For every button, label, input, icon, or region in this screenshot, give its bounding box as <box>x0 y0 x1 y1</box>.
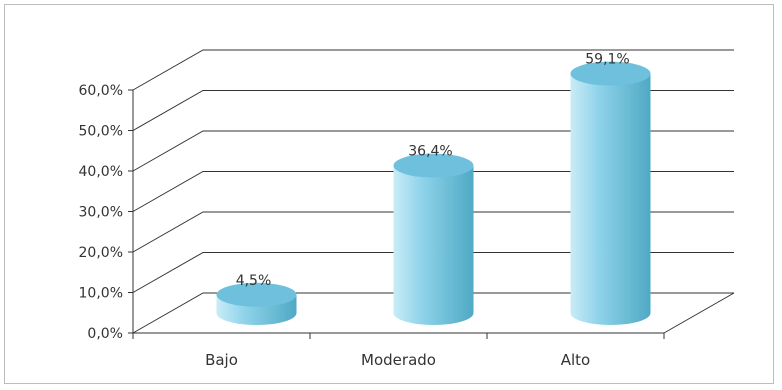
gridline <box>132 49 734 91</box>
bar-alto <box>570 61 651 326</box>
gridline <box>132 211 734 253</box>
floor-right-edge <box>663 292 735 334</box>
y-tick-label: 60,0% <box>79 83 123 99</box>
gridline <box>132 171 734 212</box>
data-label: 36,4% <box>408 144 452 160</box>
bar-body <box>393 165 474 325</box>
data-label: 59,1% <box>585 52 629 68</box>
bar-top <box>216 282 297 307</box>
bars <box>216 61 651 326</box>
category-label: Alto <box>561 351 591 369</box>
gridline <box>132 130 734 172</box>
y-tick-label: 20,0% <box>79 245 123 261</box>
category-label: Bajo <box>205 351 238 369</box>
bar-moderado <box>393 153 474 325</box>
gridline <box>132 252 734 293</box>
gridline <box>132 90 734 131</box>
gridline <box>132 292 734 334</box>
axes <box>128 89 665 339</box>
bar-body <box>570 73 651 326</box>
y-tick-label: 40,0% <box>79 164 123 180</box>
bar-top <box>570 61 651 86</box>
y-tick-label: 30,0% <box>79 205 123 221</box>
data-label: 4,5% <box>236 273 272 289</box>
y-tick-label: 0,0% <box>87 326 123 342</box>
bar-bajo <box>216 282 297 325</box>
bar-top <box>393 153 474 178</box>
y-tick-label: 50,0% <box>79 124 123 140</box>
y-tick-label: 10,0% <box>79 286 123 302</box>
labels: 0,0% 10,0% 20,0% 30,0% 40,0% 50,0% 60,0% 4,5% Ba… <box>79 52 630 369</box>
category-label: Moderado <box>361 351 436 369</box>
gridlines <box>132 49 735 334</box>
